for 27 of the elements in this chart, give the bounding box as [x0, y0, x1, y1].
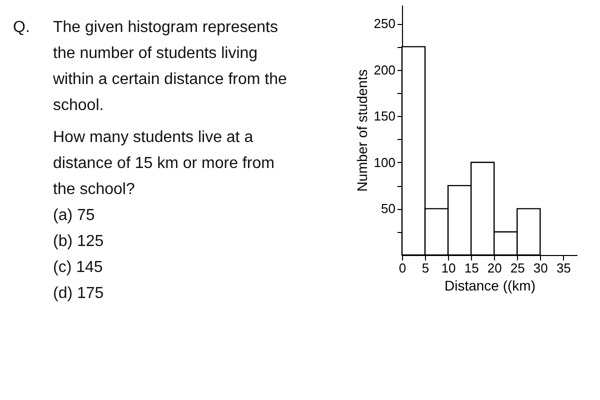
text: The given histogram represents — [53, 19, 278, 36]
x-tick-label: 10 — [441, 260, 456, 276]
text: (a) 75 — [53, 207, 95, 224]
x-tick-label: 15 — [464, 260, 479, 276]
text: the number of students living — [53, 45, 258, 62]
text: the school? — [53, 181, 135, 198]
y-tick-label: 50 — [381, 201, 396, 216]
text: (c) 145 — [53, 259, 103, 276]
y-axis-title: Number of students — [354, 69, 370, 192]
x-tick-label: 20 — [487, 260, 502, 276]
y-tick-label: 250 — [374, 16, 396, 32]
text: within a certain distance from the — [52, 71, 287, 88]
x-tick-label: 0 — [398, 260, 406, 276]
text: (b) 125 — [53, 233, 104, 250]
x-axis-title: Distance ((km) — [444, 278, 536, 294]
x-tick-label: 30 — [533, 260, 548, 276]
text: school. — [53, 97, 104, 114]
x-tick-label: 5 — [422, 260, 430, 276]
text: Q. — [13, 19, 30, 36]
x-tick-label: 25 — [510, 260, 525, 276]
x-tick-label: 35 — [556, 260, 571, 276]
y-tick-label: 100 — [374, 154, 396, 170]
text: (d) 175 — [53, 285, 104, 302]
y-tick-label: 200 — [374, 62, 396, 78]
text: distance of 15 km or more from — [53, 155, 274, 172]
y-tick-label: 150 — [374, 108, 396, 124]
text: How many students live at a — [53, 129, 254, 146]
